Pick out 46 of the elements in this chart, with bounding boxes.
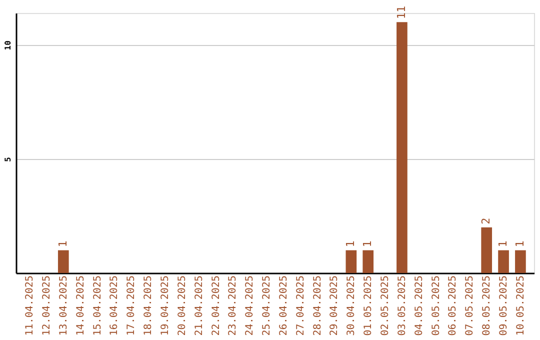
- data-label: 11: [394, 6, 408, 20]
- x-tick-label: 07.05.2025: [464, 276, 476, 336]
- data-label: 1: [344, 240, 358, 248]
- x-tick-label: 06.05.2025: [448, 276, 459, 336]
- bar: [346, 250, 357, 273]
- x-tick-label: 04.05.2025: [414, 276, 425, 336]
- y-tick-label: 5: [4, 156, 12, 162]
- x-tick-label: 09.05.2025: [498, 276, 510, 336]
- data-label: 1: [496, 240, 510, 248]
- x-tick-label: 27.04.2025: [295, 276, 306, 336]
- data-label: 2: [480, 218, 493, 224]
- bar: [362, 250, 374, 273]
- x-tick-label: 10.05.2025: [515, 276, 526, 336]
- x-tick-label: 02.05.2025: [380, 276, 392, 336]
- x-tick-label: 18.04.2025: [143, 276, 154, 336]
- bar: [396, 22, 408, 273]
- bar: [515, 250, 526, 273]
- x-tick-label: 13.04.2025: [58, 276, 70, 336]
- bar: [481, 227, 492, 273]
- x-tick-label: 28.04.2025: [312, 276, 324, 336]
- x-tick-label: 25.04.2025: [262, 276, 273, 336]
- x-tick-label: 26.04.2025: [278, 276, 290, 336]
- x-tick-label: 05.05.2025: [430, 276, 442, 336]
- x-tick-label: 30.04.2025: [346, 276, 358, 336]
- x-tick-label: 21.04.2025: [194, 276, 205, 336]
- x-tick-label: 23.04.2025: [228, 276, 239, 336]
- x-tick-label: 15.04.2025: [92, 276, 104, 336]
- x-tick-label: 11.04.2025: [24, 276, 36, 336]
- x-tick-label: 17.04.2025: [126, 276, 138, 336]
- data-label: 1: [361, 240, 374, 248]
- x-tick-label: 20.04.2025: [176, 276, 188, 336]
- y-tick-label: 10: [4, 40, 12, 50]
- x-tick-label: 24.04.2025: [244, 276, 256, 336]
- x-tick-label: 03.05.2025: [396, 276, 408, 336]
- bar: [58, 250, 69, 273]
- x-tick-label: 12.04.2025: [41, 276, 52, 336]
- x-tick-label: 16.04.2025: [109, 276, 120, 336]
- x-tick-label: 22.04.2025: [210, 276, 222, 336]
- x-tick-label: 01.05.2025: [363, 276, 374, 336]
- x-tick-label: 08.05.2025: [482, 276, 493, 336]
- x-tick-label: 29.04.2025: [329, 276, 340, 336]
- x-tick-label: 14.04.2025: [75, 276, 86, 336]
- data-label: 1: [56, 240, 70, 248]
- bar: [498, 250, 509, 273]
- x-tick-label: 19.04.2025: [160, 276, 171, 336]
- data-label: 1: [513, 240, 526, 248]
